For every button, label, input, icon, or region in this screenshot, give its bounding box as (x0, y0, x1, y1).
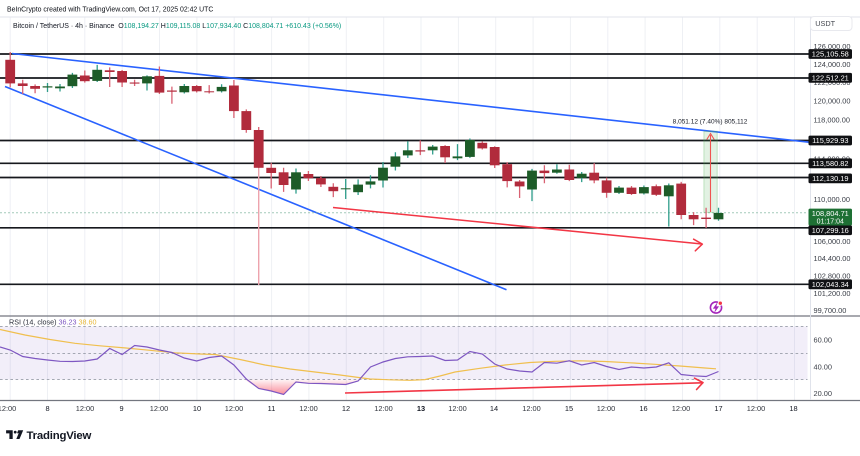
svg-text:14: 14 (490, 404, 498, 413)
svg-text:102,043.34: 102,043.34 (812, 280, 849, 289)
svg-text:TradingView: TradingView (27, 430, 92, 442)
svg-text:16: 16 (639, 404, 647, 413)
svg-text:106,000.00: 106,000.00 (814, 237, 851, 246)
svg-text:18: 18 (789, 404, 797, 413)
svg-text:9: 9 (119, 404, 123, 413)
svg-text:112,130.19: 112,130.19 (812, 174, 848, 183)
svg-text:17: 17 (714, 404, 722, 413)
svg-text:115,929.93: 115,929.93 (812, 136, 848, 145)
svg-text:60.00: 60.00 (814, 336, 833, 345)
svg-text:122,512.21: 122,512.21 (812, 74, 849, 83)
svg-text:12:00: 12:00 (150, 404, 169, 413)
svg-text:101,200.00: 101,200.00 (814, 289, 851, 298)
svg-text:12:00: 12:00 (522, 404, 541, 413)
svg-text:113,580.82: 113,580.82 (812, 159, 848, 168)
svg-text:99,700.00: 99,700.00 (814, 306, 847, 315)
svg-text:12: 12 (342, 404, 350, 413)
svg-text:USDT: USDT (815, 19, 835, 28)
svg-text:01:17:04: 01:17:04 (817, 218, 844, 225)
svg-text:12:00: 12:00 (672, 404, 691, 413)
svg-text:107,299.16: 107,299.16 (812, 226, 849, 235)
svg-text:124,000.00: 124,000.00 (814, 60, 851, 69)
svg-text:10: 10 (193, 404, 201, 413)
svg-text:15: 15 (565, 404, 573, 413)
svg-text:12:00: 12:00 (374, 404, 393, 413)
svg-text:102,800.00: 102,800.00 (814, 271, 851, 280)
svg-text:12:00: 12:00 (299, 404, 318, 413)
svg-text:108,804.71: 108,804.71 (812, 209, 849, 218)
svg-text:126,000.00: 126,000.00 (814, 42, 851, 51)
svg-text:125,105.58: 125,105.58 (812, 50, 849, 59)
svg-text:8: 8 (45, 404, 49, 413)
svg-text:12:00: 12:00 (225, 404, 244, 413)
svg-text:20.00: 20.00 (814, 389, 833, 398)
svg-text:40.00: 40.00 (814, 363, 833, 372)
svg-text:RSI (14, close) 36.23 38.60: RSI (14, close) 36.23 38.60 (9, 318, 97, 327)
svg-text:BeInCrypto created with Tradin: BeInCrypto created with TradingView.com,… (7, 7, 213, 14)
svg-text:12:00: 12:00 (747, 404, 766, 413)
svg-text:Bitcoin / TetherUS · 4h · Bina: Bitcoin / TetherUS · 4h · Binance O108,1… (13, 23, 341, 30)
svg-text:12:00: 12:00 (0, 404, 16, 413)
svg-text:12:00: 12:00 (448, 404, 467, 413)
svg-text:110,000.00: 110,000.00 (814, 195, 850, 204)
svg-text:11: 11 (268, 404, 276, 413)
svg-text:8,051.12 (7.40%) 805,112: 8,051.12 (7.40%) 805,112 (673, 118, 748, 125)
svg-text:104,400.00: 104,400.00 (814, 254, 851, 263)
svg-text:120,000.00: 120,000.00 (814, 97, 851, 106)
svg-text:118,000.00: 118,000.00 (814, 116, 850, 125)
svg-text:12:00: 12:00 (597, 404, 616, 413)
svg-text:13: 13 (417, 404, 425, 413)
svg-text:12:00: 12:00 (76, 404, 95, 413)
